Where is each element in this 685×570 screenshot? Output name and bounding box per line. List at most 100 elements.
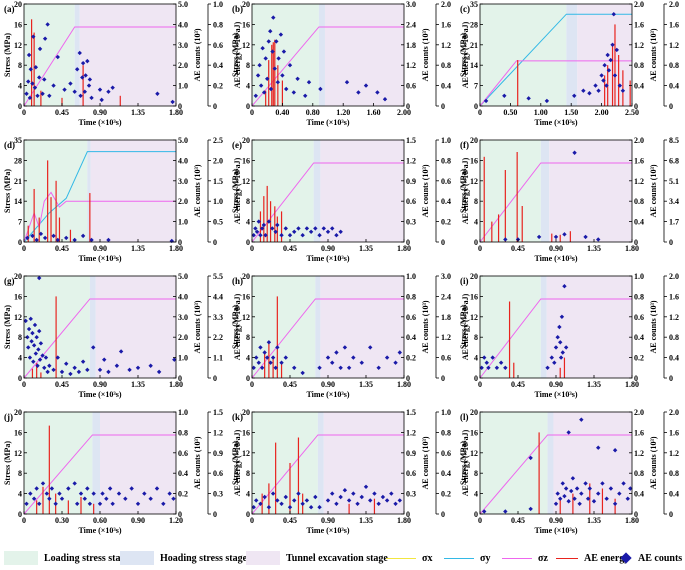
x-tick-label: 0.90 [321,380,335,389]
stress-tick-label: 16 [242,428,250,437]
ae-count-point [91,345,96,350]
energy-tick-label: 5.5 [213,272,223,281]
stress-tick-label: 28 [470,20,478,29]
counts-axis-label: AE counts (10³) [421,436,430,489]
stress-tick-label: 20 [242,408,250,417]
ae-count-point [42,36,48,41]
holding-stage-region [540,140,550,242]
ae-count-point [37,275,42,281]
ae-count-point [342,345,348,350]
ae-count-point [135,501,141,506]
counts-tick-label: 2.0 [634,408,644,417]
x-tick-label: 0 [250,108,254,117]
counts-tick-label: 2.0 [634,136,644,145]
ae-count-point [24,91,29,96]
energy-tick-label: 1.6 [669,292,679,301]
energy-axis-label: AE energy (×10⁶aJ) [233,429,242,496]
ae-count-point [287,505,293,510]
ae-count-point [161,501,166,506]
stress-tick-label: 16 [242,20,250,29]
panel-label: (g) [4,276,15,286]
energy-tick-label: 0.6 [213,41,223,50]
ae-count-point [45,369,50,375]
ae-count-point [566,430,571,435]
ae-count-point [587,91,592,96]
ae-count-point [38,231,44,237]
ae-count-point [528,455,533,461]
ae-count-point [583,234,588,240]
ae-count-point [51,83,56,88]
ae-count-point [256,360,261,365]
ae-count-point [566,499,571,504]
sigma-y-label: σy [480,552,491,564]
ae-count-point [342,488,348,493]
ae-count-point [558,496,563,501]
stress-tick-label: 16 [14,428,22,437]
x-tick-label: 1.80 [169,108,183,117]
panel-label: (l) [460,412,469,422]
energy-tick-label: 0 [213,374,217,383]
ae-count-point [562,493,567,499]
energy-tick-label: 0 [669,510,673,519]
stress-tick-label: 4 [246,490,250,499]
tunnel-stage-region [79,4,176,106]
energy-tick-label: 3.4 [669,197,679,206]
stress-tick-label: 12 [242,449,250,458]
stress-tick-label: 12 [470,313,478,322]
ae-count-point [287,63,293,68]
counts-axis-label: AE counts (10³) [421,164,430,217]
ae-count-point [334,350,339,355]
ae-count-point [346,365,352,370]
counts-tick-label: 0.8 [634,292,644,301]
ae-count-point [599,73,604,78]
ae-count-point [32,322,38,328]
counts-tick-label: 0 [406,238,410,247]
counts-tick-label: 0 [178,102,182,111]
ae-count-point [317,365,322,370]
ae-count-point [266,219,272,224]
ae-count-point [43,355,49,360]
ae-count-point [40,481,46,486]
ae-count-point [31,359,36,364]
energy-tick-label: 0.8 [213,20,223,29]
ae-count-point [579,491,584,496]
energy-axis-label: AE energy (×10⁶aJ) [461,157,470,224]
ae-count-point [47,496,52,501]
ae-count-point [382,97,388,102]
ae-count-point [31,496,37,501]
ae-count-point [270,355,276,360]
ae-count-point [116,491,122,496]
sigma-z-curve [479,434,632,515]
stress-tick-label: 12 [14,313,22,322]
stress-tick-label: 8 [18,469,22,478]
ae-count-point [83,73,88,78]
counts-tick-label: 2.0 [178,197,188,206]
counts-axis-label: AE counts (10³) [649,436,658,489]
energy-tick-label: 0.4 [669,82,679,91]
ae-count-point [275,498,280,503]
sigma-x-label: σx [422,552,433,564]
ae-count-point [33,351,39,356]
stress-tick-label: 14 [14,197,22,206]
counts-tick-label: 1.0 [178,82,188,91]
stress-tick-label: 0 [474,238,478,247]
ae-count-point [85,58,90,64]
energy-tick-label: 0.4 [441,197,451,206]
ae-count-point [24,501,29,506]
ae-count-point [268,29,273,34]
ae-count-point [581,88,586,93]
counts-tick-label: 2.0 [178,61,188,70]
ae-count-point [258,345,263,350]
ae-count-point [104,496,109,501]
ae-count-point [26,326,32,332]
ae-count-point [280,73,285,78]
ae-count-point [562,284,567,289]
x-tick-label: 1.80 [169,380,183,389]
ae-count-point [359,360,364,365]
counts-tick-label: 0 [178,374,182,383]
counts-tick-label: 0.3 [406,218,416,227]
stress-tick-label: 12 [242,41,250,50]
stress-tick-label: 21 [14,177,22,186]
energy-tick-label: 0.5 [213,218,223,227]
sigma-z-curve [479,60,632,107]
